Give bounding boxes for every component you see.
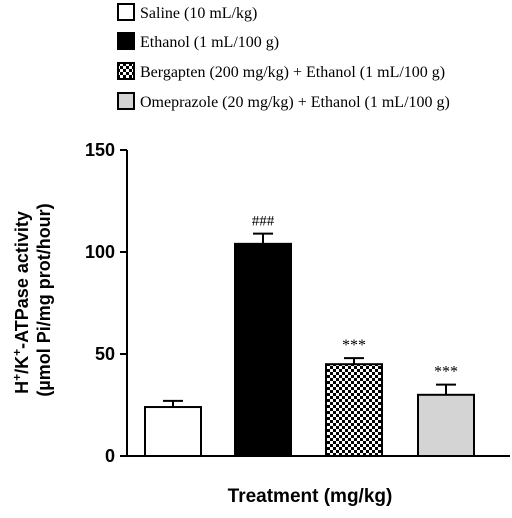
bar	[417, 393, 475, 457]
legend-swatch	[117, 32, 135, 50]
y-tick-label: 50	[95, 344, 115, 364]
significance-label: ###	[252, 214, 275, 230]
y-axis-label-line1: H+/K+-ATPase activity	[10, 206, 32, 394]
significance-label: ***	[434, 364, 458, 381]
y-tick-label: 0	[105, 446, 115, 466]
bars: ### *** ***	[144, 214, 475, 458]
bar	[325, 363, 383, 458]
legend-swatch	[117, 92, 135, 110]
y-label-sup1: +	[10, 374, 24, 381]
bar	[234, 242, 292, 457]
bar	[144, 406, 202, 458]
x-axis-label: Treatment (mg/kg)	[228, 486, 393, 507]
y-axis-label: H+/K+-ATPase activity (µmol Pi/mg prot/h…	[10, 203, 54, 396]
y-axis-label-line2: (µmol Pi/mg prot/hour)	[34, 203, 54, 396]
y-tick-label: 150	[85, 140, 115, 160]
legend-label: Ethanol (1 mL/100 g)	[140, 34, 279, 51]
y-tick-label: 100	[85, 242, 115, 262]
legend-swatch	[117, 62, 135, 80]
significance-label: ***	[342, 337, 366, 354]
legend-label: Saline (10 mL/kg)	[140, 5, 257, 22]
legend-label: Bergapten (200 mg/kg) + Ethanol (1 mL/10…	[140, 64, 445, 81]
y-label-k: /K	[12, 356, 32, 374]
legend-swatch	[117, 3, 135, 21]
y-label-sup2: +	[10, 349, 24, 356]
y-label-h: H	[12, 381, 32, 394]
legend: Saline (10 mL/kg) Ethanol (1 mL/100 g) Ber…	[117, 3, 450, 111]
legend-label: Omeprazole (20 mg/kg) + Ethanol (1 mL/10…	[140, 94, 450, 111]
y-label-atpase: -ATPase activity	[12, 211, 32, 349]
